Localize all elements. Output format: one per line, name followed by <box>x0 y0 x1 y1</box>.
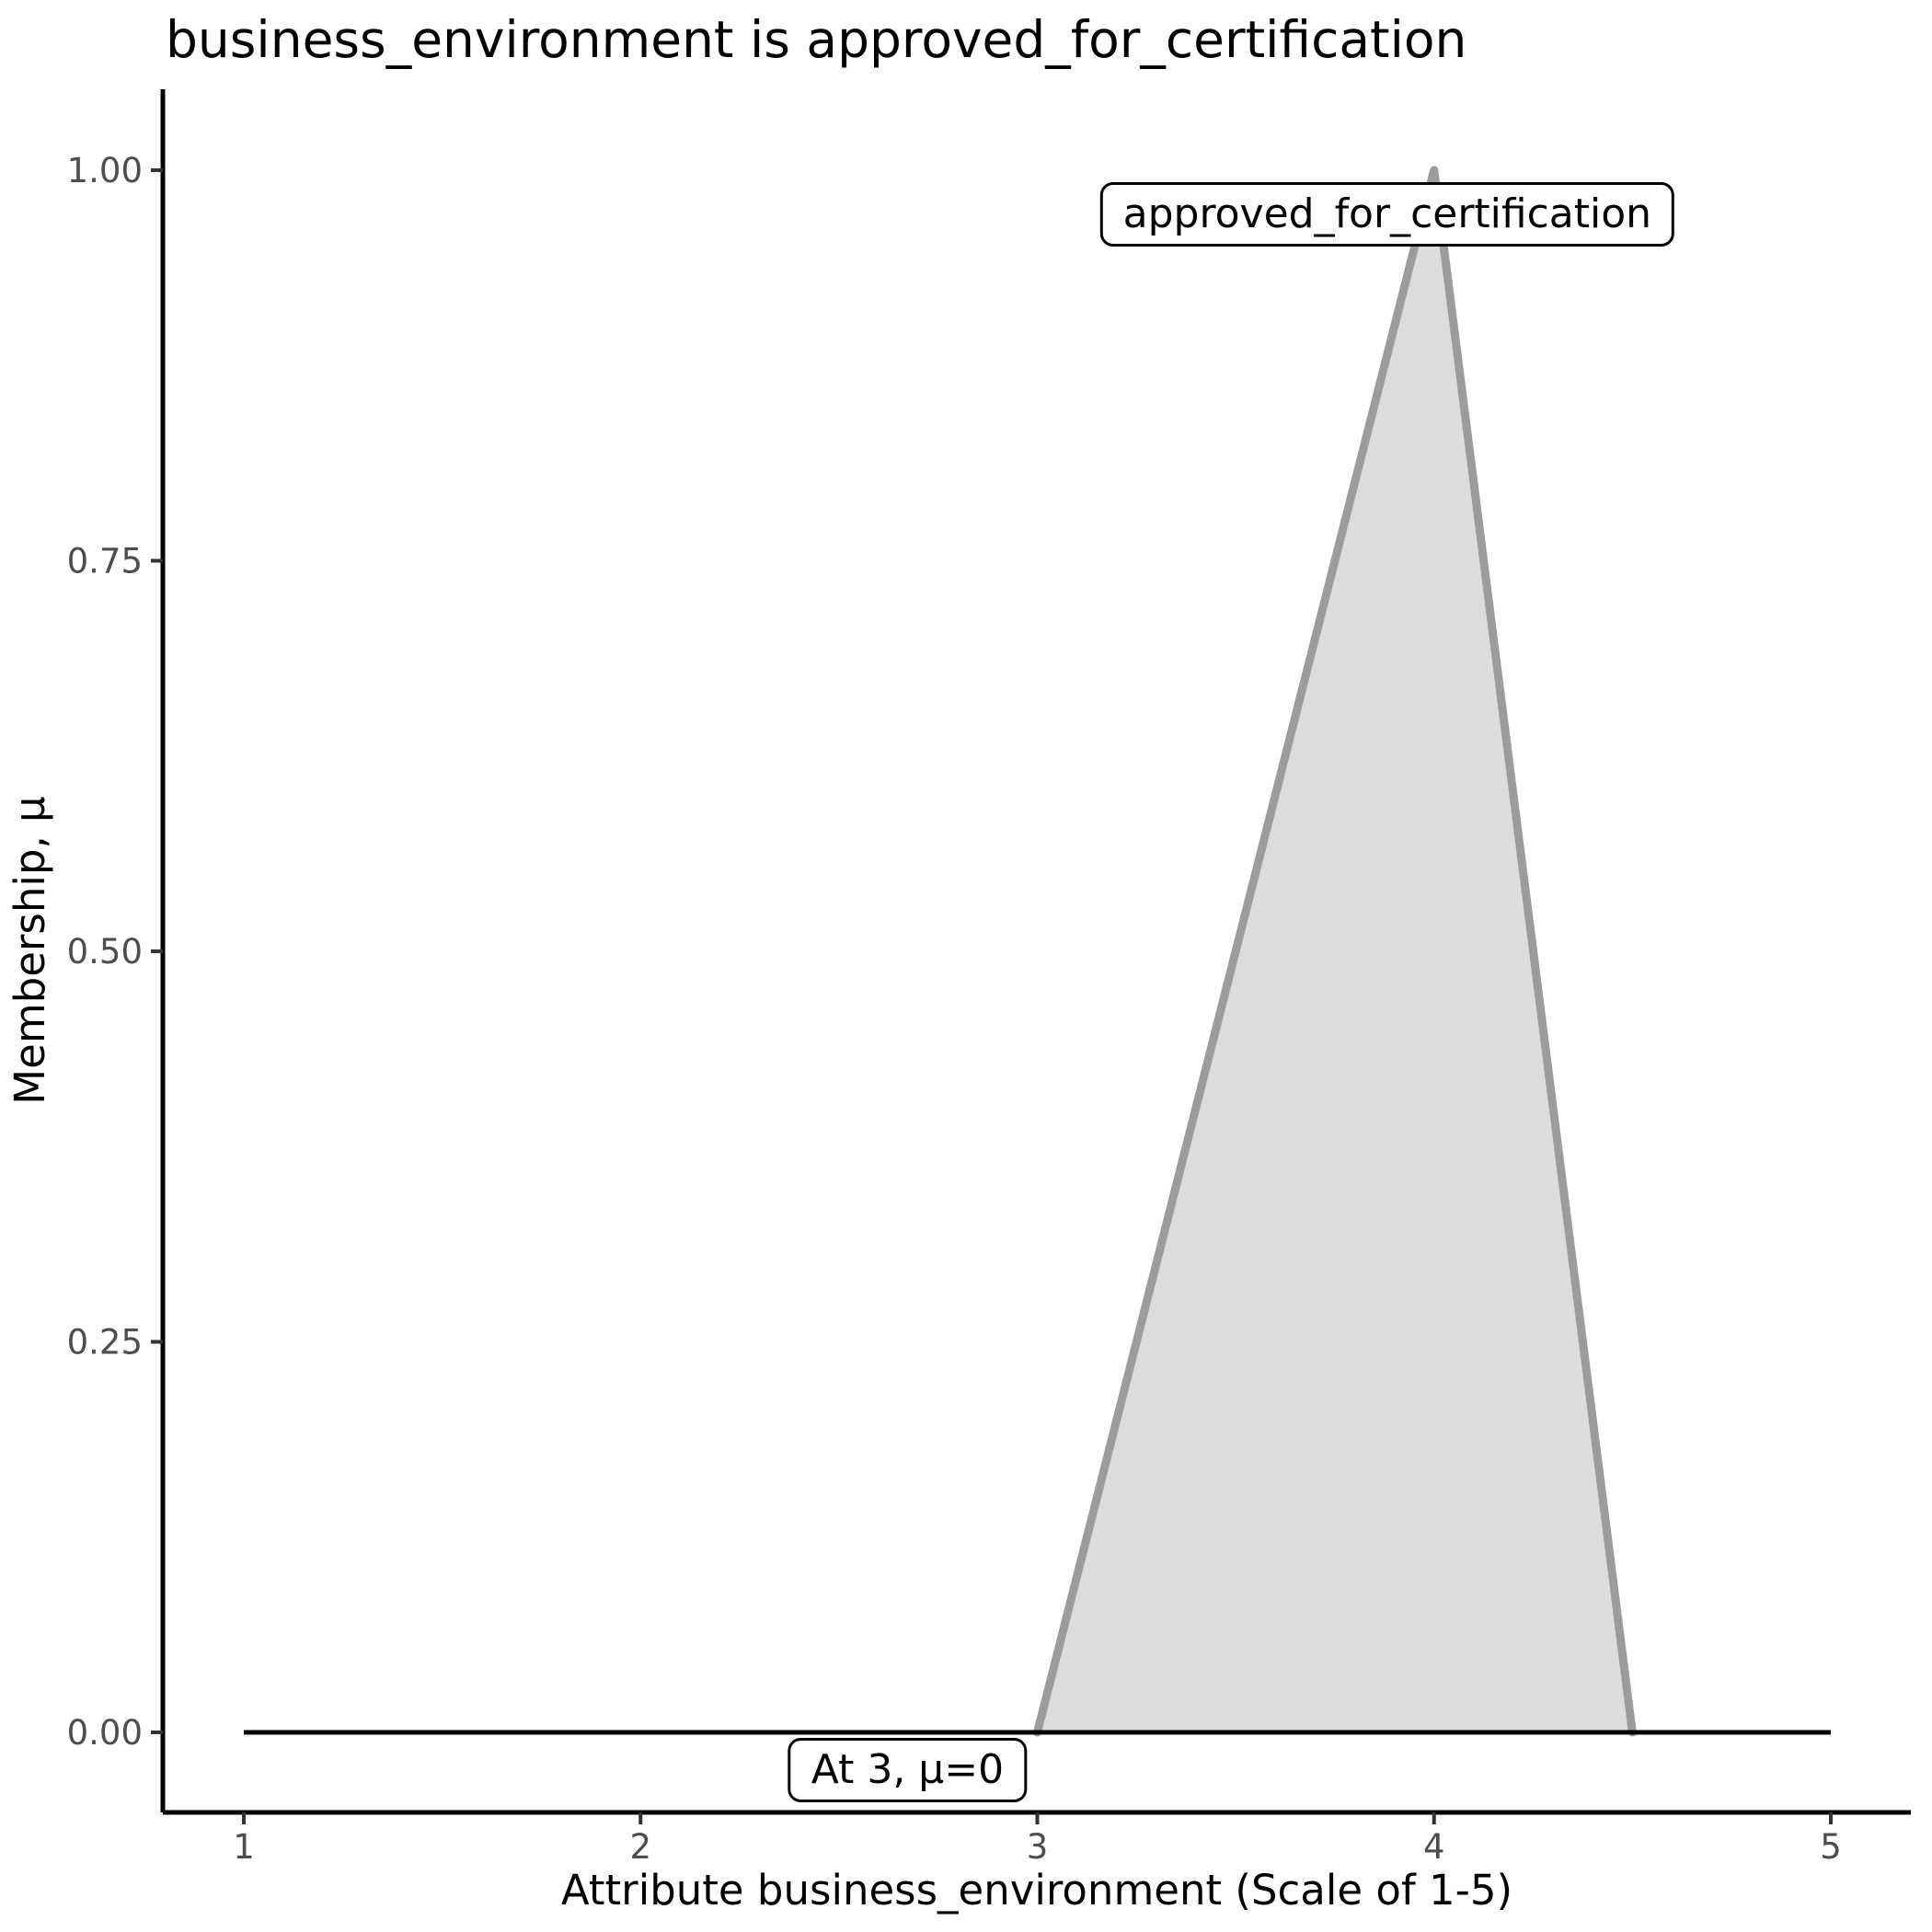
x-tick-label: 5 <box>1820 1827 1842 1867</box>
chart-title: business_environment is approved_for_cer… <box>166 10 1467 69</box>
membership-area-outline <box>1033 166 1637 1737</box>
annotation-point-label: At 3, μ=0 <box>788 1737 1028 1802</box>
y-axis-title: Membership, μ <box>6 796 54 1104</box>
x-axis-title: Attribute business_environment (Scale of… <box>560 1866 1513 1915</box>
y-tick-label: 0.00 <box>67 1713 143 1753</box>
x-tick-label: 1 <box>233 1827 255 1867</box>
y-tick-label: 0.75 <box>67 542 143 581</box>
membership-area-fill <box>1037 170 1633 1732</box>
y-tick-label: 0.25 <box>67 1323 143 1363</box>
x-tick-label: 3 <box>1027 1827 1049 1867</box>
y-ticks: 0.00 0.25 0.50 0.75 1.00 <box>67 151 163 1753</box>
x-tick-label: 4 <box>1423 1827 1445 1867</box>
y-tick-label: 0.50 <box>67 932 143 972</box>
x-ticks: 1 2 3 4 5 <box>233 1812 1842 1867</box>
x-tick-label: 2 <box>629 1827 651 1867</box>
y-tick-label: 1.00 <box>67 151 143 190</box>
annotation-set-label: approved_for_certification <box>1099 181 1675 247</box>
